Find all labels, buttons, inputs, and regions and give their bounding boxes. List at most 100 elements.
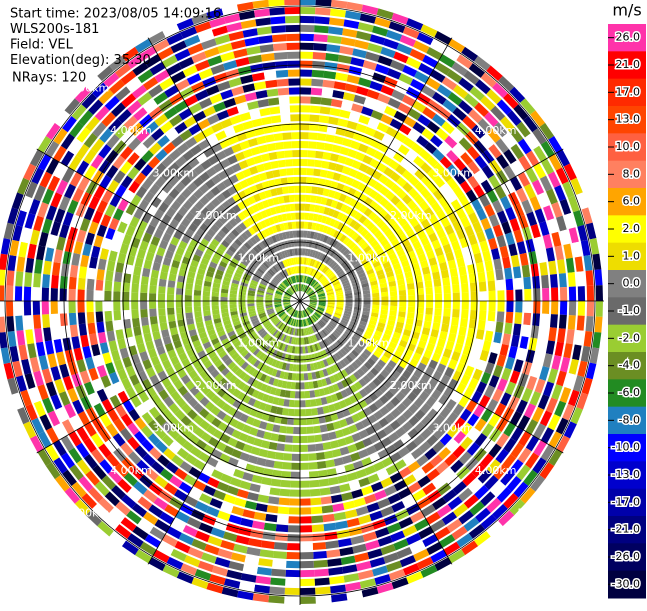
field-cell (292, 230, 297, 238)
field-cell (242, 384, 251, 394)
field-cell (45, 140, 60, 158)
field-cell (474, 155, 488, 170)
field-cell (362, 154, 373, 165)
colorbar-label: -6.0 (619, 386, 640, 399)
field-cell (290, 336, 295, 345)
field-cell (78, 476, 94, 492)
field-cell (361, 314, 369, 320)
field-cell (248, 330, 256, 338)
field-cell (227, 330, 236, 338)
field-cell (328, 238, 336, 246)
field-cell (142, 135, 156, 149)
field-cell (416, 32, 434, 46)
field-cell (417, 339, 427, 349)
field-cell (228, 374, 238, 384)
field-cell (313, 550, 327, 559)
field-cell (207, 328, 216, 336)
field-cell (250, 333, 258, 340)
field-cell (200, 336, 210, 345)
field-cell (321, 215, 328, 224)
field-cell (486, 521, 503, 537)
field-cell (97, 258, 107, 271)
field-cell (293, 239, 298, 247)
field-cell (315, 196, 323, 204)
field-cell (238, 297, 246, 301)
field-cell (330, 199, 339, 209)
field-cell (322, 441, 332, 451)
field-cell (563, 421, 577, 439)
field-cell (214, 219, 224, 229)
field-cell (205, 506, 220, 518)
field-cell (237, 235, 246, 244)
field-cell (442, 277, 451, 286)
field-cell (545, 340, 556, 355)
field-cell (221, 312, 230, 318)
field-cell (270, 433, 279, 442)
field-cell (348, 352, 357, 361)
field-cell (300, 230, 304, 238)
field-cell (50, 287, 58, 301)
field-cell (233, 340, 242, 348)
field-cell (281, 123, 292, 132)
range-grid (0, 0, 604, 605)
field-cell (312, 60, 326, 69)
field-cell (311, 371, 317, 380)
field-cell (366, 326, 375, 334)
field-cell (509, 86, 526, 103)
field-cell (283, 299, 291, 301)
field-cell (316, 352, 323, 360)
field-cell (330, 584, 347, 594)
field-cell (294, 391, 300, 399)
field-cell (83, 437, 97, 453)
field-cell (329, 485, 341, 495)
field-cell (313, 559, 328, 568)
field-cell (407, 481, 422, 494)
field-cell (496, 487, 512, 503)
field-cell (359, 320, 368, 327)
field-cell (361, 106, 374, 117)
field-cell (325, 325, 333, 332)
field-cell (141, 149, 154, 163)
colorbar: m/s26.021.017.013.010.08.06.02.01.00.0-1… (608, 1, 646, 599)
field-cell (150, 196, 162, 208)
field-cell (380, 544, 396, 556)
field-cell (237, 526, 252, 537)
field-cell (417, 114, 431, 127)
field-cell (454, 248, 464, 260)
field-cell (220, 433, 231, 444)
field-cell (211, 256, 220, 265)
field-cell (488, 237, 498, 250)
field-cell (102, 237, 112, 250)
field-cell (502, 256, 511, 269)
field-cell (461, 292, 469, 301)
field-cell (474, 55, 491, 71)
field-cell (372, 301, 380, 306)
field-cell (274, 205, 282, 214)
field-cell (246, 376, 255, 386)
field-cell (414, 168, 426, 181)
field-cell (204, 544, 220, 556)
field-cell (243, 273, 252, 279)
field-cell (308, 123, 319, 132)
field-cell (372, 260, 381, 268)
field-cell (285, 363, 291, 371)
field-cell (469, 86, 485, 101)
field-cell (492, 199, 504, 214)
field-cell (410, 142, 424, 155)
field-cell (337, 538, 352, 548)
field-cell (36, 341, 46, 357)
field-cell (239, 111, 252, 122)
field-cell (233, 94, 247, 105)
field-cell (68, 312, 77, 326)
field-cell (420, 373, 431, 384)
field-cell (272, 424, 281, 433)
field-cell (335, 308, 343, 313)
field-cell (539, 410, 553, 427)
field-cell (452, 143, 466, 157)
field-cell (482, 340, 492, 352)
field-cell (137, 496, 153, 510)
field-cell (303, 275, 307, 283)
field-cell (260, 315, 268, 321)
field-cell (426, 408, 439, 420)
field-cell (146, 204, 157, 216)
